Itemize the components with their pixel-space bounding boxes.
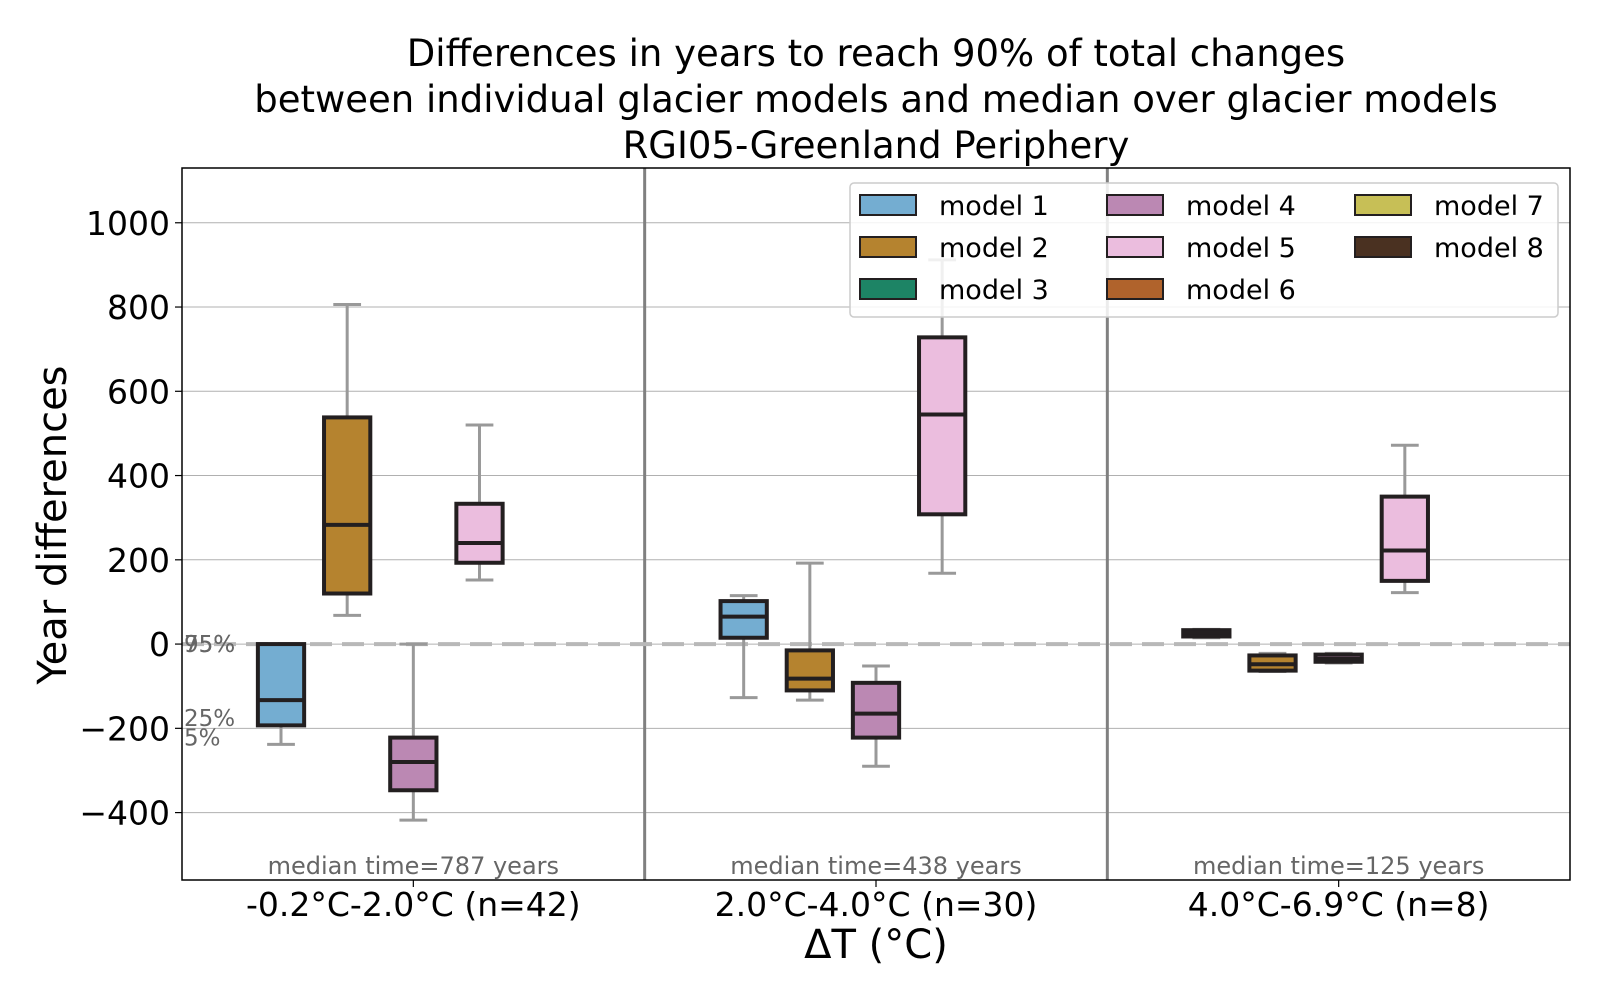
legend-swatch bbox=[1106, 278, 1164, 300]
legend-swatch bbox=[1354, 236, 1412, 258]
chart-title: Differences in years to reach 90% of tot… bbox=[254, 32, 1498, 167]
box-body bbox=[718, 599, 769, 640]
y-tick-label: −400 bbox=[79, 794, 170, 833]
percentile-label: 25% bbox=[184, 706, 235, 732]
legend-label: model 2 bbox=[939, 233, 1049, 264]
legend-swatch bbox=[1106, 236, 1164, 258]
y-tick-label: −200 bbox=[79, 709, 170, 748]
legend-swatch bbox=[859, 278, 917, 300]
box-body bbox=[255, 642, 307, 728]
box-group bbox=[1181, 443, 1430, 673]
x-axis-ticks: -0.2°C-2.0°C (n=42) 2.0°C-4.0°C (n=30) 4.0… bbox=[246, 880, 1490, 924]
title-line-1: Differences in years to reach 90% of tot… bbox=[407, 32, 1345, 75]
legend-item-model-8: model 8 bbox=[1354, 233, 1544, 264]
x-tick-label: -0.2°C-2.0°C (n=42) bbox=[246, 885, 581, 924]
box-model-1 bbox=[718, 594, 769, 700]
box-body bbox=[454, 501, 505, 565]
legend-item-model-5: model 5 bbox=[1106, 233, 1296, 264]
legend-label: model 7 bbox=[1434, 191, 1544, 222]
x-tick-label: 2.0°C-4.0°C (n=30) bbox=[715, 885, 1038, 924]
title-line-2: between individual glacier models and me… bbox=[254, 78, 1498, 121]
box-model-2 bbox=[322, 303, 373, 617]
box-body bbox=[850, 680, 902, 740]
legend-swatch bbox=[1354, 194, 1412, 216]
legend-item-model-6: model 6 bbox=[1106, 275, 1296, 306]
boxes bbox=[255, 258, 1430, 822]
y-axis-ticks: −400 −200 0 200 400 600 800 1000 bbox=[79, 204, 182, 833]
box-model-4 bbox=[850, 664, 902, 768]
x-tick-label: 4.0°C-6.9°C (n=8) bbox=[1188, 885, 1490, 924]
legend-label: model 6 bbox=[1186, 275, 1296, 306]
legend-label: model 3 bbox=[939, 275, 1049, 306]
legend-label: model 4 bbox=[1186, 191, 1296, 222]
box-model-5 bbox=[454, 423, 505, 582]
legend-item-model-3: model 3 bbox=[859, 275, 1049, 306]
y-tick-label: 0 bbox=[149, 625, 170, 664]
legend-label: model 1 bbox=[939, 191, 1049, 222]
box-model-1 bbox=[1181, 627, 1232, 640]
box-group bbox=[718, 258, 968, 768]
box-group bbox=[255, 303, 505, 822]
legend-frame bbox=[849, 182, 1559, 318]
median-time-note: median time=787 years bbox=[268, 852, 559, 880]
percentile-label: 75% bbox=[184, 632, 235, 658]
legend-swatch bbox=[859, 236, 917, 258]
title-line-3: RGI05-Greenland Periphery bbox=[623, 124, 1130, 167]
box-model-5 bbox=[1379, 443, 1430, 595]
legend-item-model-7: model 7 bbox=[1354, 191, 1544, 222]
box-body bbox=[322, 415, 373, 596]
legend-item-model-1: model 1 bbox=[859, 191, 1049, 222]
percentile-label: 95% bbox=[184, 632, 235, 658]
y-tick-label: 600 bbox=[107, 372, 170, 411]
percentile-label: 5% bbox=[184, 726, 221, 752]
box-model-4 bbox=[388, 642, 439, 822]
y-axis-label: Year differences bbox=[30, 365, 76, 685]
y-tick-label: 200 bbox=[107, 541, 170, 580]
y-tick-label: 1000 bbox=[86, 204, 170, 243]
legend-swatch bbox=[859, 194, 917, 216]
y-tick-label: 400 bbox=[107, 457, 170, 496]
percentile-labels: 95%75% 25%5% bbox=[184, 632, 235, 752]
legend-label: model 5 bbox=[1186, 233, 1296, 264]
box-body bbox=[784, 648, 835, 693]
box-body bbox=[1379, 494, 1430, 583]
legend-label: model 8 bbox=[1434, 233, 1544, 264]
box-body bbox=[917, 335, 968, 517]
box-model-2 bbox=[784, 561, 835, 702]
median-time-note: median time=125 years bbox=[1193, 852, 1484, 880]
median-time-note: median time=438 years bbox=[730, 852, 1021, 880]
box-model-4 bbox=[1313, 651, 1364, 665]
legend-swatch bbox=[1106, 194, 1164, 216]
x-axis-label: ΔT (°C) bbox=[804, 922, 948, 968]
legend-item-model-4: model 4 bbox=[1106, 191, 1296, 222]
median-time-notes: median time=787 years median time=438 yea… bbox=[268, 852, 1485, 880]
box-model-2 bbox=[1247, 651, 1298, 673]
legend: model 1 model 2 model 3 model 4 model 5 model… bbox=[849, 182, 1559, 318]
y-tick-label: 800 bbox=[107, 288, 170, 327]
box-model-1 bbox=[255, 642, 307, 746]
legend-item-model-2: model 2 bbox=[859, 233, 1049, 264]
